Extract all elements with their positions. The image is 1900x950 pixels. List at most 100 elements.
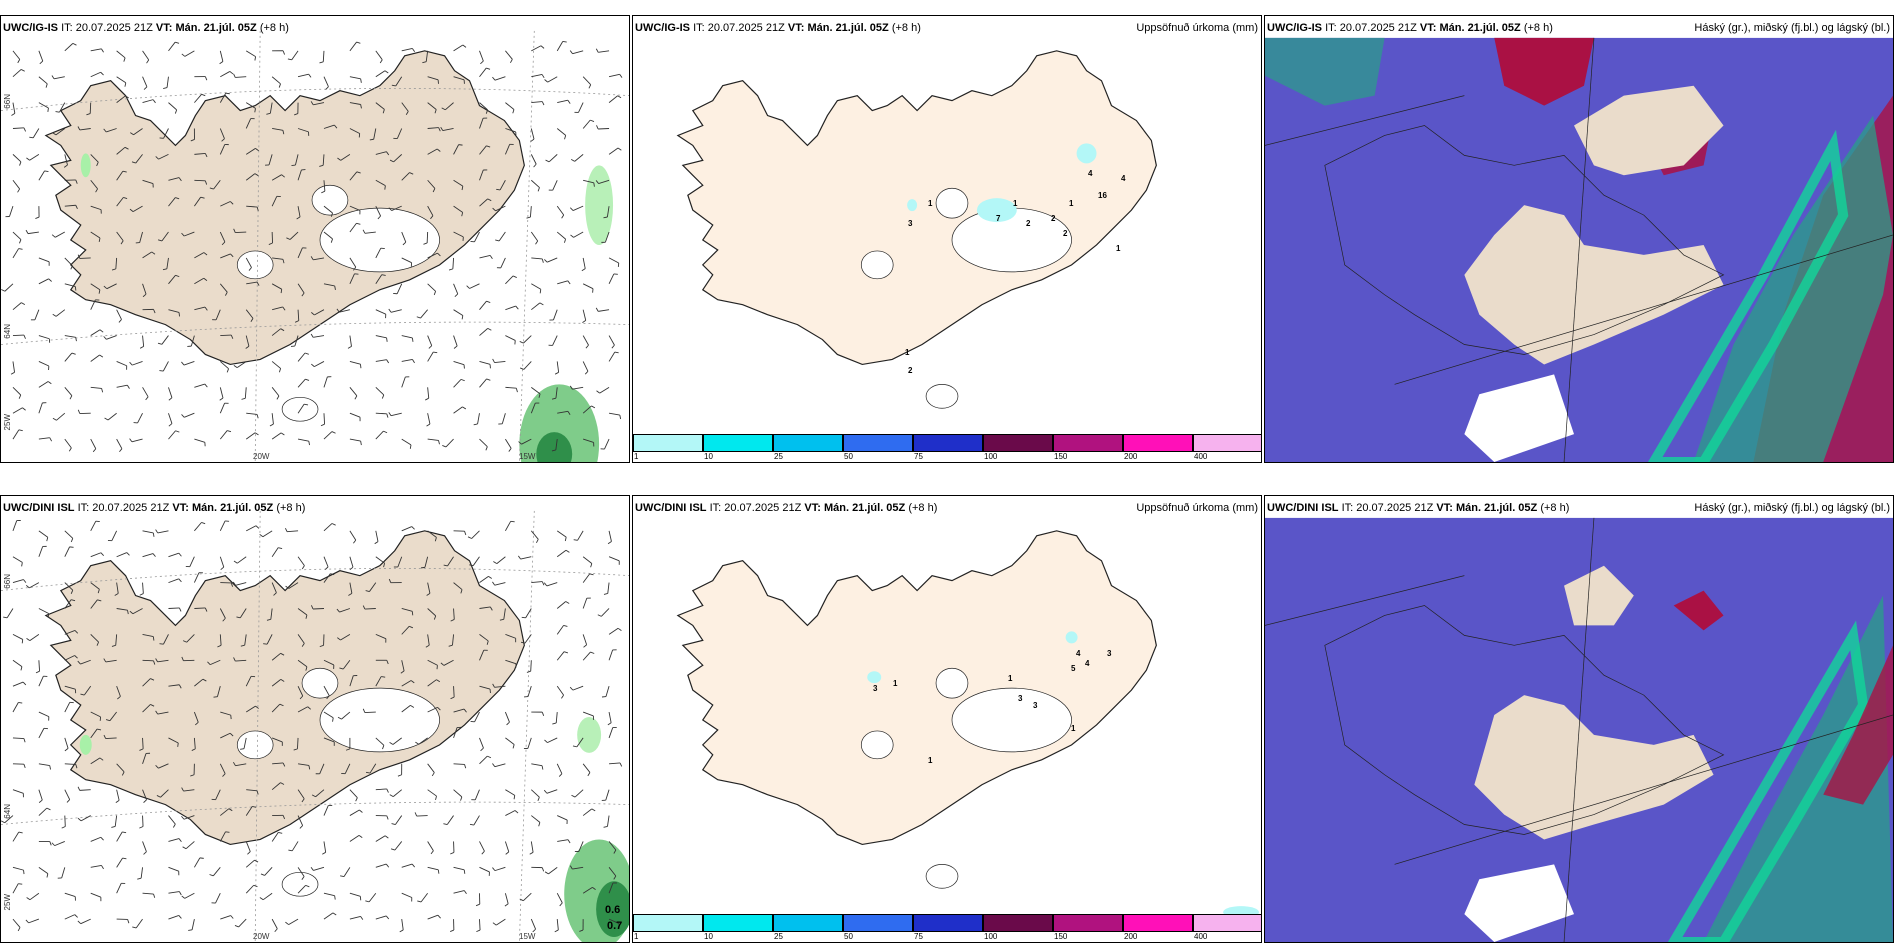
wind-barb-feather xyxy=(565,549,570,553)
colorbar-swatch xyxy=(1193,434,1261,452)
wind-barb xyxy=(608,867,617,877)
wind-barb-feather xyxy=(492,207,496,212)
wind-barb xyxy=(479,67,487,78)
wind-barb xyxy=(375,151,387,155)
wind-barb-feather xyxy=(151,251,156,255)
wind-barb xyxy=(90,354,100,362)
wind-barb xyxy=(271,582,277,593)
wind-barb xyxy=(34,309,40,321)
wind-barb-feather xyxy=(255,148,259,152)
wind-barb xyxy=(323,431,333,440)
wind-barb-feather xyxy=(305,378,310,381)
wind-barb xyxy=(264,867,273,876)
wind-barb-feather xyxy=(75,764,78,769)
wind-barb-feather xyxy=(305,884,310,888)
wind-barb xyxy=(598,50,610,53)
wind-barb xyxy=(64,914,75,920)
wind-barb xyxy=(498,231,506,242)
lat-label-25w: 25W xyxy=(3,894,12,911)
wind-barb-feather xyxy=(567,839,571,844)
wind-barb-feather xyxy=(228,808,233,812)
wind-barb xyxy=(582,763,591,773)
wind-barb-feather xyxy=(537,187,540,192)
wind-barb xyxy=(61,867,66,879)
wind-barb-feather xyxy=(362,708,366,713)
wind-barb xyxy=(272,306,283,311)
wind-barb-feather xyxy=(26,897,31,901)
wind-barb-feather xyxy=(240,748,245,750)
wind-barb xyxy=(142,789,147,801)
wind-barb xyxy=(392,789,403,797)
wind-barb xyxy=(219,608,226,619)
wind-barb-feather xyxy=(613,875,617,880)
wind-barb xyxy=(83,685,92,696)
wind-barb-feather xyxy=(307,706,312,710)
wind-barb-feather xyxy=(204,180,208,185)
wind-barb-feather xyxy=(425,644,430,648)
wind-barb-feather xyxy=(526,216,531,219)
wind-barb-feather xyxy=(448,268,453,271)
wind-barb-feather xyxy=(584,371,589,375)
wind-barb xyxy=(479,755,488,765)
wind-barb xyxy=(90,386,102,389)
wind-barb xyxy=(557,410,569,414)
map-panel-ig-wind: UWC/IG-IS IT: 20.07.2025 21Z VT: Mán. 21… xyxy=(0,15,630,463)
wind-barb-feather xyxy=(23,127,27,132)
wind-barb xyxy=(427,608,437,617)
wind-barb xyxy=(557,815,568,821)
wind-barb-feather xyxy=(98,289,101,294)
wind-barb xyxy=(531,179,540,188)
colorbar-swatch xyxy=(1053,434,1123,452)
wind-barb-feather xyxy=(182,846,187,850)
wind-barb xyxy=(271,703,281,713)
wind-barb xyxy=(38,381,49,388)
wind-barb xyxy=(139,231,143,243)
wind-barb xyxy=(555,387,558,399)
wind-barb xyxy=(38,257,50,263)
wind-barb xyxy=(166,76,169,88)
wind-barb-feather xyxy=(310,101,314,106)
wind-barb xyxy=(494,866,506,872)
wind-barb-feather xyxy=(219,397,224,401)
lat-label-66n: 66N xyxy=(3,574,12,589)
wind-barb-feather xyxy=(174,109,178,114)
wind-barb-feather xyxy=(382,745,385,750)
wind-barb xyxy=(189,556,195,567)
wind-barb-feather xyxy=(96,728,102,731)
wind-barb xyxy=(557,99,568,104)
wind-barb xyxy=(80,659,91,665)
wind-barb xyxy=(64,702,71,713)
wind-barb-feather xyxy=(155,156,159,160)
wind-barb xyxy=(12,883,19,894)
wind-barb-feather xyxy=(437,707,441,711)
wind-barb xyxy=(323,205,333,214)
wind-barb-feather xyxy=(280,289,283,294)
wind-barb xyxy=(215,893,221,904)
wind-barb-feather xyxy=(619,762,623,767)
wind-barb-feather xyxy=(386,359,390,364)
wind-barb-feather xyxy=(168,423,173,427)
wind-barb-feather xyxy=(10,371,15,375)
wind-barb xyxy=(168,914,179,920)
wind-barb xyxy=(28,918,40,924)
wind-barb xyxy=(245,705,256,713)
wind-barb xyxy=(168,413,173,424)
wind-barb-feather xyxy=(224,291,228,296)
wind-barb xyxy=(425,50,429,62)
lat-label-64n: 64N xyxy=(3,324,12,339)
wind-barb-feather xyxy=(485,446,488,451)
wind-barb xyxy=(479,606,491,609)
wind-barb xyxy=(168,430,176,440)
wind-barb xyxy=(390,309,402,313)
wind-barb-feather xyxy=(19,161,22,166)
wind-barb-feather xyxy=(519,367,525,370)
precip-value-label: 4 xyxy=(1121,174,1126,183)
wind-barb xyxy=(479,50,484,62)
wind-barb xyxy=(313,866,325,871)
wind-barb xyxy=(453,283,459,295)
wind-barb xyxy=(608,649,614,661)
wind-barb xyxy=(90,299,96,310)
wind-barb xyxy=(245,148,256,155)
wind-barb-feather xyxy=(146,59,150,64)
wind-barb-feather xyxy=(563,624,568,627)
